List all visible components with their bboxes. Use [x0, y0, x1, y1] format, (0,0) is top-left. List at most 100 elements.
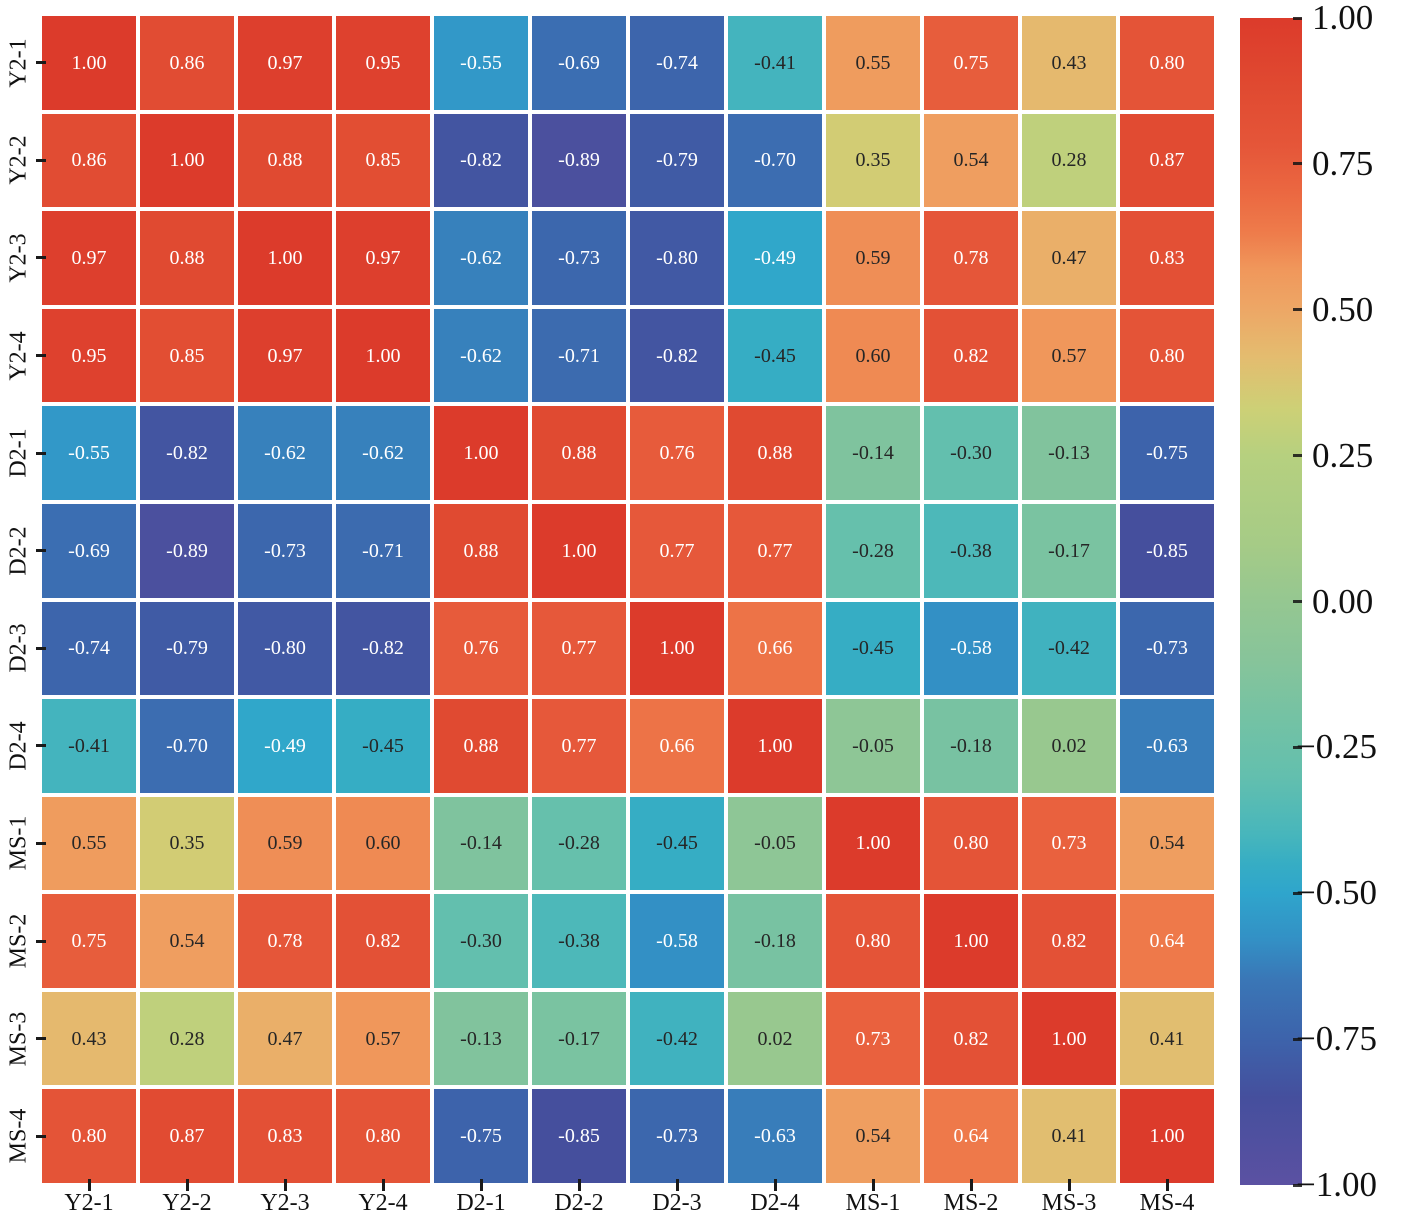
heatmap-cell: 0.41: [1022, 1089, 1116, 1183]
y-tick-label: D2-4: [5, 721, 32, 771]
heatmap-cell: 1.00: [826, 796, 920, 891]
colorbar-tick-label: 0.00: [1312, 581, 1374, 621]
x-tick-mark: [87, 1179, 91, 1191]
colorbar-tick-mark: [1293, 308, 1302, 312]
heatmap-cell: 1.00: [728, 699, 822, 793]
heatmap-cell: 0.88: [238, 113, 332, 208]
heatmap-cell: -0.55: [434, 16, 528, 110]
heatmap-cell: 0.57: [336, 991, 430, 1086]
heatmap-cell: 0.59: [238, 796, 332, 891]
x-tick-label: Y2-4: [358, 1190, 408, 1216]
x-tick-label: D2-3: [652, 1190, 702, 1216]
heatmap-cell: -0.05: [728, 796, 822, 891]
x-tick-mark: [185, 1179, 189, 1191]
y-tick-label: Y2-1: [5, 38, 32, 88]
heatmap-cell: 1.00: [630, 601, 724, 696]
x-tick-label: Y2-1: [64, 1190, 114, 1216]
heatmap-cell: -0.18: [728, 894, 822, 988]
x-tick-mark: [969, 1179, 973, 1191]
heatmap-cell: -0.13: [434, 991, 528, 1086]
heatmap-cell: 0.60: [826, 308, 920, 403]
heatmap-cell: 0.35: [140, 796, 234, 891]
colorbar-tick-mark: [1293, 1037, 1302, 1041]
y-tick-mark: [36, 61, 46, 65]
heatmap-cell: -0.70: [728, 113, 822, 208]
heatmap-cell: 1.00: [434, 406, 528, 500]
heatmap-cell: -0.74: [630, 16, 724, 110]
heatmap-cell: -0.38: [532, 894, 626, 988]
heatmap-cell: -0.80: [630, 211, 724, 305]
y-tick-label: D2-3: [5, 623, 32, 673]
y-tick-mark: [36, 451, 46, 455]
heatmap-cell: 0.77: [532, 699, 626, 793]
x-tick-mark: [381, 1179, 385, 1191]
x-tick-label: MS-3: [1041, 1190, 1097, 1216]
heatmap-cell: -0.79: [140, 601, 234, 696]
heatmap-cell: 0.87: [140, 1089, 234, 1183]
colorbar-tick-mark: [1293, 1183, 1302, 1187]
heatmap-cell: 0.97: [238, 308, 332, 403]
heatmap-cell: 0.88: [434, 503, 528, 598]
x-tick-mark: [283, 1179, 287, 1191]
heatmap-cell: 1.00: [1120, 1089, 1214, 1183]
colorbar-tick-mark: [1293, 600, 1302, 603]
heatmap-cell: -0.30: [924, 406, 1018, 500]
heatmap-cell: 0.80: [1120, 308, 1214, 403]
heatmap-cell: 0.80: [826, 894, 920, 988]
x-tick-label: MS-2: [943, 1190, 999, 1216]
heatmap-cell: 0.64: [1120, 894, 1214, 988]
colorbar-tick-mark: [1293, 454, 1302, 458]
heatmap-cell: 0.87: [1120, 113, 1214, 208]
heatmap-cell: -0.69: [532, 16, 626, 110]
heatmap-cell: -0.89: [140, 503, 234, 598]
heatmap-cell: -0.42: [1022, 601, 1116, 696]
heatmap-cell: -0.82: [434, 113, 528, 208]
y-tick-mark: [36, 939, 46, 943]
y-tick-label: D2-1: [5, 428, 32, 478]
colorbar-tick-mark: [1293, 745, 1302, 749]
heatmap-cell: 0.54: [924, 113, 1018, 208]
heatmap-cell: 0.97: [336, 211, 430, 305]
heatmap-cell: -0.71: [336, 503, 430, 598]
heatmap-cell: 0.78: [238, 894, 332, 988]
x-tick-mark: [1067, 1179, 1071, 1191]
x-tick-mark: [773, 1179, 777, 1191]
y-tick-mark: [36, 549, 46, 553]
heatmap-cell: -0.75: [1120, 406, 1214, 500]
y-tick-label: Y2-3: [5, 233, 32, 283]
heatmap-cell: -0.82: [140, 406, 234, 500]
heatmap-cell: 0.82: [336, 894, 430, 988]
heatmap-cell: -0.38: [924, 503, 1018, 598]
x-tick-label: Y2-3: [260, 1190, 310, 1216]
colorbar-tick-label: 0.50: [1312, 289, 1374, 329]
heatmap-cell: -0.73: [532, 211, 626, 305]
heatmap-cell: -0.89: [532, 113, 626, 208]
heatmap-cell: -0.28: [532, 796, 626, 891]
heatmap-cell: -0.14: [434, 796, 528, 891]
heatmap-cell: 1.00: [532, 503, 626, 598]
heatmap-cell: 0.88: [434, 699, 528, 793]
y-tick-label: D2-2: [5, 526, 32, 576]
x-tick-label: MS-4: [1139, 1190, 1195, 1216]
heatmap-cell: -0.41: [42, 699, 136, 793]
x-tick-mark: [577, 1179, 581, 1191]
heatmap-cell: 0.80: [1120, 16, 1214, 110]
heatmap-cell: 0.47: [238, 991, 332, 1086]
heatmap-cell: 0.77: [532, 601, 626, 696]
heatmap-cell: -0.74: [42, 601, 136, 696]
colorbar-tick-label: −0.75: [1296, 1019, 1377, 1059]
heatmap-cell: 0.43: [42, 991, 136, 1086]
colorbar-tick-label: 0.25: [1312, 435, 1374, 475]
heatmap-cell: 1.00: [1022, 991, 1116, 1086]
heatmap-cell: 0.28: [140, 991, 234, 1086]
heatmap-cell: 0.47: [1022, 211, 1116, 305]
heatmap-cell: -0.45: [728, 308, 822, 403]
heatmap-cell: -0.17: [532, 991, 626, 1086]
heatmap-cell: -0.55: [42, 406, 136, 500]
heatmap-cell: -0.79: [630, 113, 724, 208]
heatmap-cell: 0.55: [826, 16, 920, 110]
heatmap-cell: 0.73: [826, 991, 920, 1086]
heatmap-cell: 0.88: [140, 211, 234, 305]
heatmap-cell: -0.45: [336, 699, 430, 793]
